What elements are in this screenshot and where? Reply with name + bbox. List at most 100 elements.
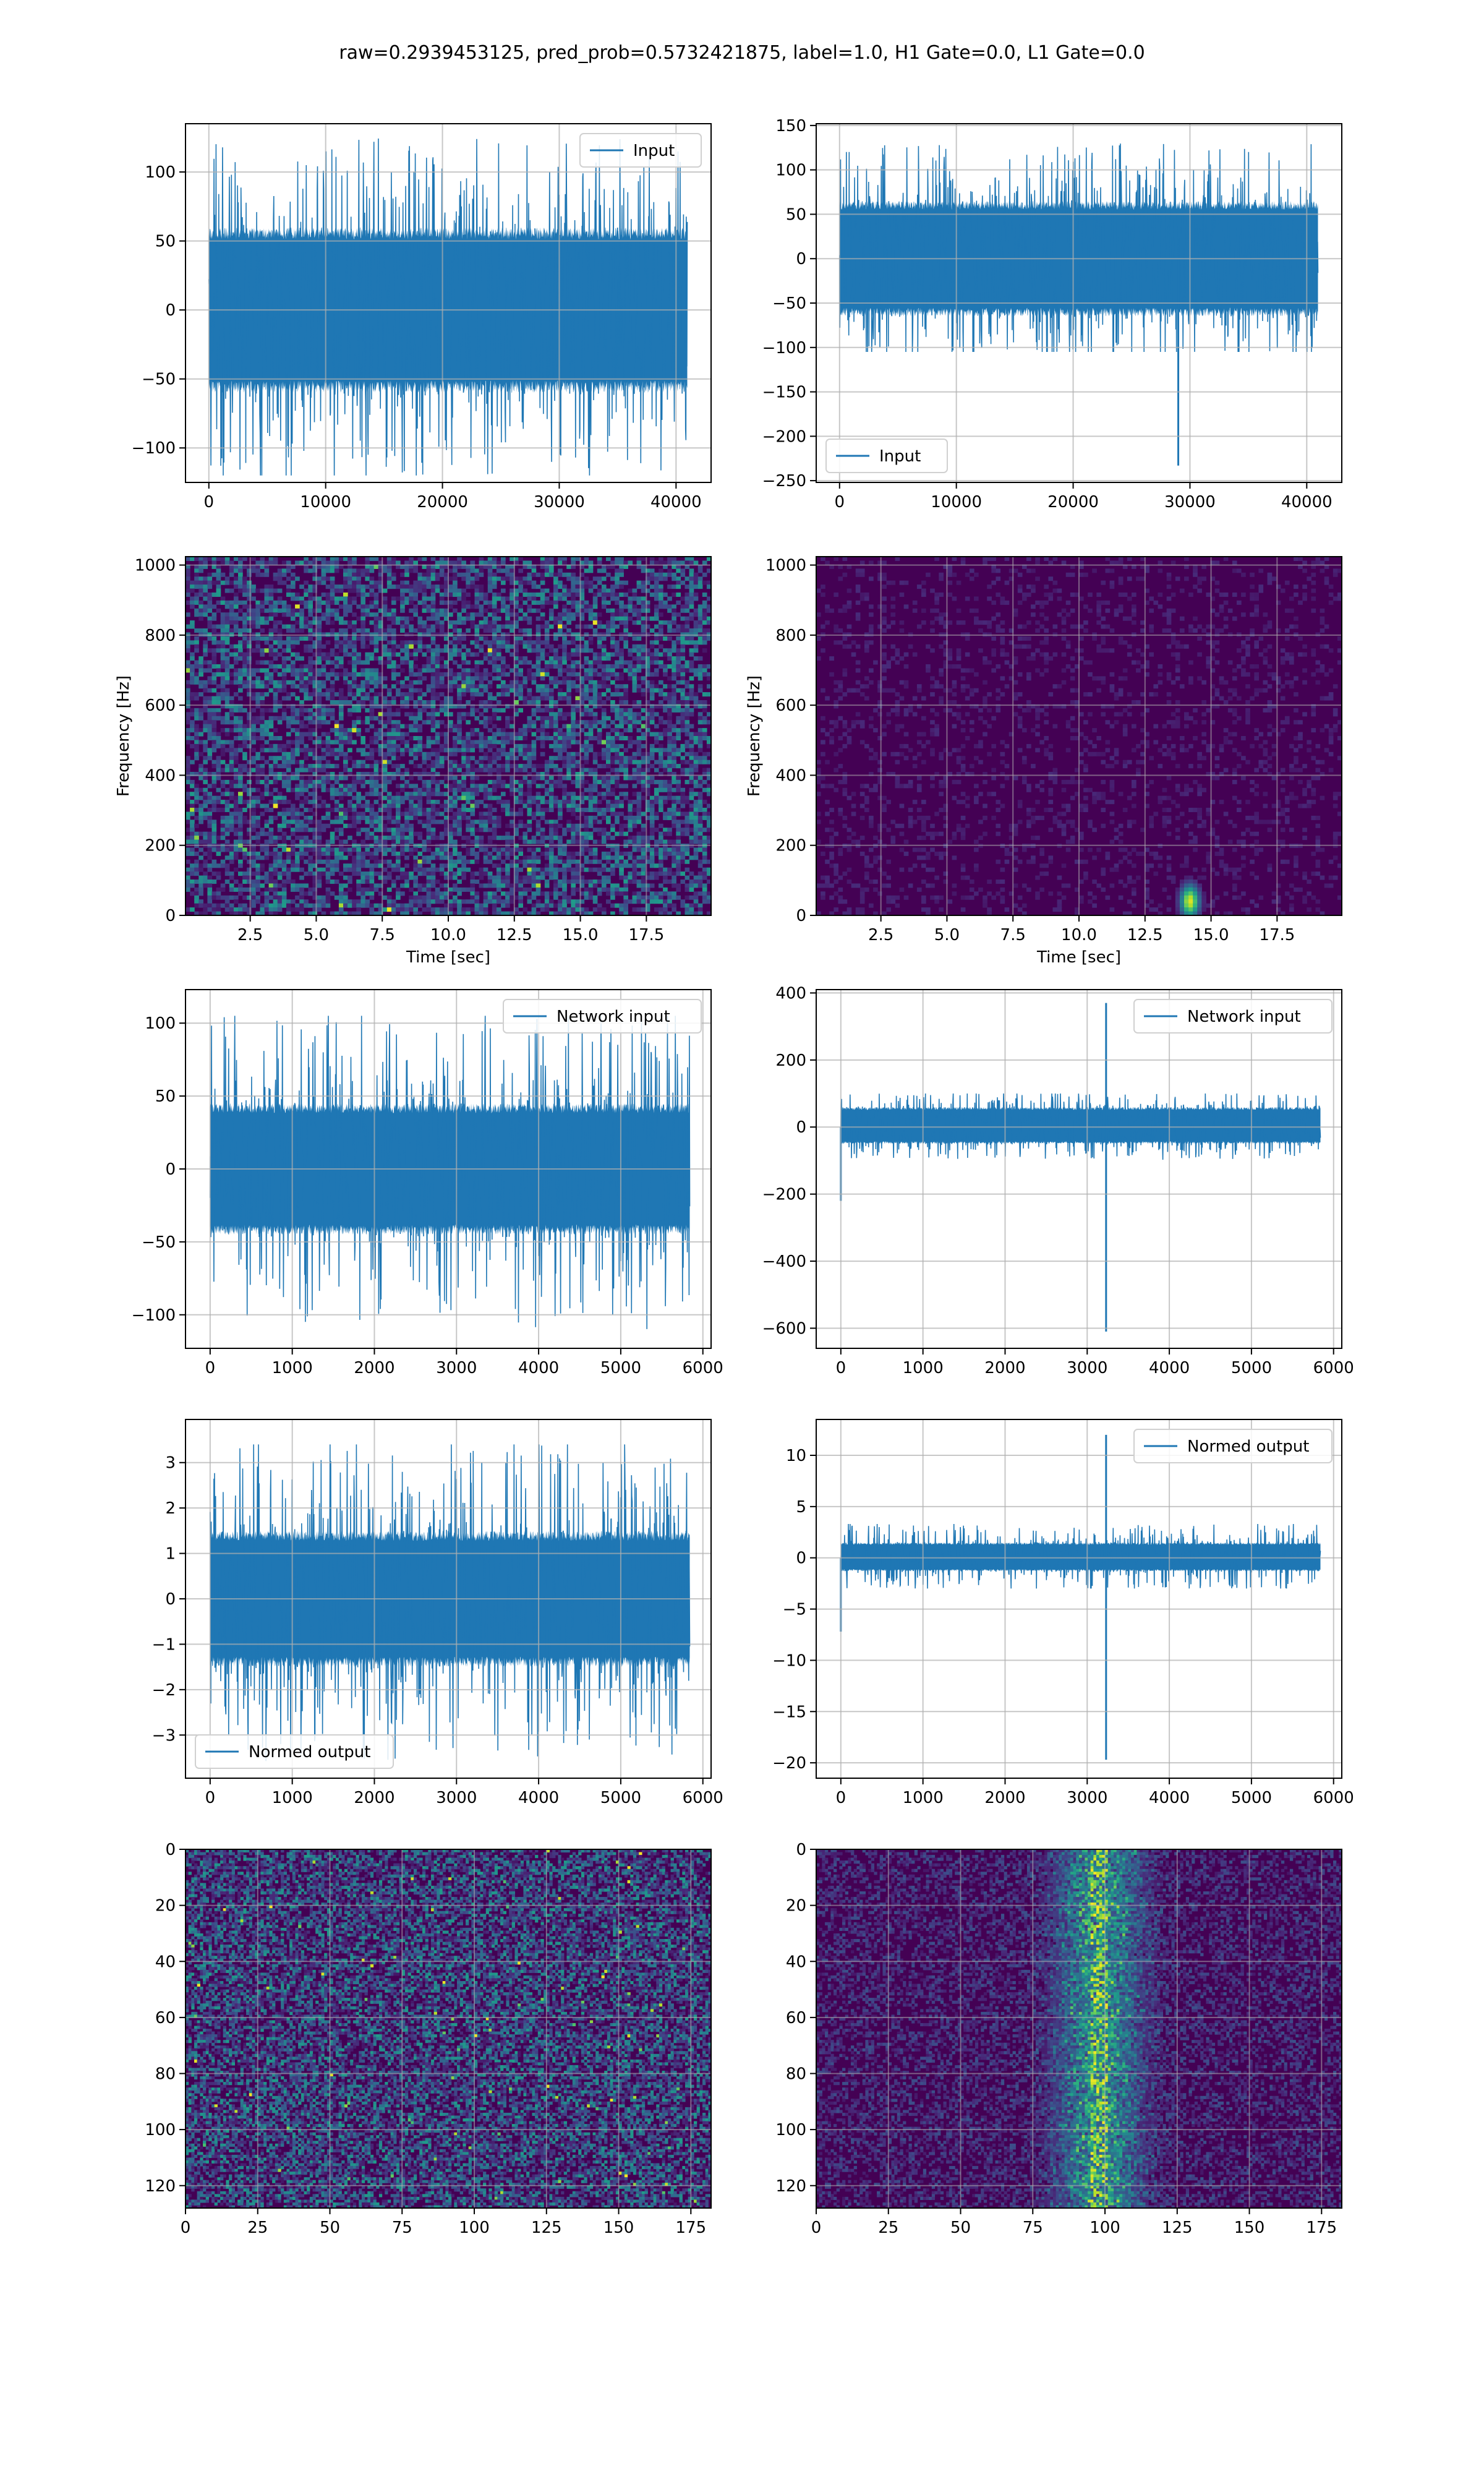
h1-spectrogram-cell xyxy=(194,756,199,761)
h1-spectrogram-cell xyxy=(697,580,703,585)
h1-spectrogram-cell xyxy=(566,664,571,669)
h1-spectrogram-cell xyxy=(527,580,532,585)
h1-spectrogram-cell xyxy=(417,800,423,805)
h1-spectrogram-cell xyxy=(352,779,357,784)
h1-spectrogram-cell xyxy=(264,616,270,621)
h1-spectrogram-cell xyxy=(348,748,352,753)
h1-spectrogram-cell xyxy=(672,760,676,764)
h1-spectrogram-cell xyxy=(430,593,436,597)
h1-spectrogram-cell xyxy=(413,672,419,677)
h1-spectrogram-cell xyxy=(522,768,528,773)
h1-spectrogram-cell xyxy=(619,572,624,577)
h1-spectrogram-cell xyxy=(641,708,646,713)
h1-spectrogram-cell xyxy=(422,668,427,673)
h1-spectrogram-cell xyxy=(308,800,313,805)
h1-spectrogram-cell xyxy=(281,811,287,816)
h1-spectrogram-cell xyxy=(409,792,414,797)
h1-spectrogram-cell xyxy=(356,732,361,737)
h1-spectrogram-cell xyxy=(369,656,375,661)
h1-spectrogram-cell xyxy=(531,568,537,573)
h1-spectrogram-cell xyxy=(317,557,322,562)
h1-spectrogram-cell xyxy=(264,584,270,589)
h1-spectrogram-cell xyxy=(211,803,217,808)
h1-spectrogram-cell xyxy=(562,584,567,589)
h1-spectrogram-cell xyxy=(360,572,366,577)
h1-spectrogram-cell xyxy=(312,692,318,697)
h1-spectrogram-cell xyxy=(518,588,524,593)
h1-spectrogram-cell xyxy=(474,676,480,681)
h1-spectrogram-cell xyxy=(535,593,541,597)
h1-spectrogram-cell xyxy=(404,644,409,649)
h1-spectrogram-cell xyxy=(601,708,607,713)
h1-spectrogram-cell xyxy=(461,672,466,677)
h1-spectrogram-cell xyxy=(211,664,217,669)
h1-spectrogram-cell xyxy=(365,644,370,649)
h1-spectrogram-cell xyxy=(409,736,414,741)
h1-spectrogram-cell xyxy=(334,787,339,792)
h1-spectrogram-cell xyxy=(194,640,199,645)
h1-spectrogram-cell xyxy=(325,560,331,565)
h1-spectrogram-cell xyxy=(186,700,190,705)
h1-spectrogram-cell xyxy=(645,604,650,609)
h1-spectrogram-cell xyxy=(352,580,357,585)
h1-spectrogram-cell xyxy=(277,743,283,748)
h1-spectrogram-cell xyxy=(518,660,524,665)
h1-spectrogram-cell xyxy=(317,740,322,745)
h1-spectrogram-cell xyxy=(514,600,519,605)
h1-spectrogram-cell xyxy=(295,748,300,753)
h1-spectrogram-cell xyxy=(224,624,230,629)
h1-spectrogram-cell xyxy=(198,740,203,745)
h1-spectrogram-cell xyxy=(689,584,694,589)
h1-spectrogram-cell xyxy=(233,680,239,685)
h1-spectrogram-cell xyxy=(663,593,668,597)
h1-spectrogram-cell xyxy=(592,652,598,657)
h1-spectrogram-cell xyxy=(268,608,274,613)
h1-spectrogram-cell xyxy=(343,787,348,792)
h1-spectrogram-cell xyxy=(291,720,296,725)
h1-spectrogram-cell xyxy=(566,756,571,761)
h1-spectrogram-cell xyxy=(448,604,453,609)
h1-spectrogram-cell xyxy=(264,660,270,665)
h1-spectrogram-cell xyxy=(312,576,318,581)
h1-spectrogram-cell xyxy=(396,692,401,697)
h1-spectrogram-cell xyxy=(518,732,524,737)
h1-spectrogram-cell xyxy=(514,596,519,601)
h1-spectrogram-cell xyxy=(369,668,375,673)
h1-spectrogram-cell xyxy=(667,560,672,565)
h1-spectrogram-cell xyxy=(597,652,602,657)
h1-spectrogram-cell xyxy=(220,676,226,681)
h1-spectrogram-cell xyxy=(654,584,659,589)
h1-spectrogram-cell xyxy=(308,596,313,601)
h1-spectrogram-cell xyxy=(304,692,309,697)
h1-spectrogram-cell xyxy=(575,808,581,813)
h1-spectrogram-cell xyxy=(382,760,388,764)
h1-spectrogram-cell xyxy=(654,688,659,693)
h1-spectrogram-cell xyxy=(448,808,453,813)
h1-spectrogram-cell xyxy=(527,803,532,808)
h1-spectrogram-cell xyxy=(260,764,265,769)
h1-spectrogram-cell xyxy=(562,680,567,685)
h1-spectrogram-cell xyxy=(540,616,545,621)
h1-spectrogram-cell xyxy=(286,608,291,613)
h1-spectrogram-cell xyxy=(672,728,676,733)
h1-spectrogram-cell xyxy=(623,700,629,705)
h1-spectrogram-cell xyxy=(663,795,668,800)
h1-spectrogram-cell xyxy=(457,696,462,701)
h1-spectrogram-cell xyxy=(522,656,528,661)
h1-spectrogram-cell xyxy=(373,800,379,805)
h1-spectrogram-cell xyxy=(566,684,571,689)
h1-spectrogram-cell xyxy=(211,672,217,677)
h1-spectrogram-cell xyxy=(453,660,458,665)
h1-spectrogram-cell xyxy=(501,784,506,789)
h1-spectrogram-cell xyxy=(343,568,348,573)
h1-spectrogram-cell xyxy=(676,688,681,693)
h1-spectrogram-cell xyxy=(317,656,322,661)
h1-spectrogram-cell xyxy=(443,557,449,562)
h1-spectrogram-cell xyxy=(518,795,524,800)
h1-spectrogram-cell xyxy=(435,564,440,569)
h1-spectrogram-cell xyxy=(571,800,576,805)
h1-spectrogram-cell xyxy=(299,684,304,689)
h1-spectrogram-cell xyxy=(404,640,409,645)
h1-spectrogram-cell xyxy=(273,604,278,609)
h1-spectrogram-cell xyxy=(448,724,453,729)
